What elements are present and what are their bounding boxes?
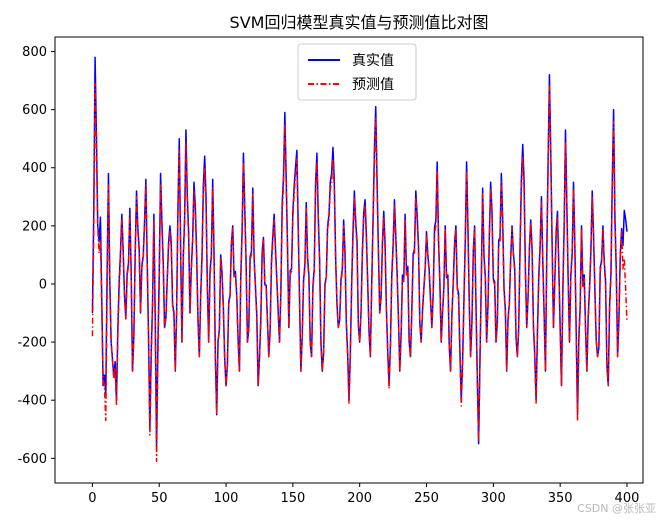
chart-title: SVM回归模型真实值与预测值比对图 xyxy=(230,13,489,32)
legend-box xyxy=(297,43,417,101)
y-tick-label: -200 xyxy=(17,336,47,351)
legend-label-pred: 预测值 xyxy=(352,77,394,93)
y-axis: -600 -400 -200 0 200 400 600 800 xyxy=(17,45,55,467)
x-axis: 0 50 100 150 200 250 300 350 400 xyxy=(88,483,639,506)
x-tick-label: 200 xyxy=(347,491,372,506)
y-tick-label: 0 xyxy=(39,277,47,292)
plot-frame xyxy=(54,36,644,484)
series-layer xyxy=(91,56,628,462)
x-tick-label: 100 xyxy=(214,491,239,506)
y-tick-label: 400 xyxy=(22,161,47,176)
watermark: CSDN @张张亚 xyxy=(577,502,656,515)
series-line-pred xyxy=(91,82,628,462)
y-tick-label: 200 xyxy=(22,219,47,234)
x-tick-label: 400 xyxy=(615,491,640,506)
legend-label-true: 真实值 xyxy=(352,53,394,69)
x-tick-label: 50 xyxy=(151,491,168,506)
x-tick-label: 150 xyxy=(280,491,305,506)
y-tick-label: -400 xyxy=(17,394,47,409)
y-tick-label: 600 xyxy=(22,103,47,118)
legend: 真实值 预测值 xyxy=(297,43,417,101)
x-tick-label: 0 xyxy=(88,491,96,506)
y-tick-label: -600 xyxy=(17,452,47,467)
x-tick-label: 250 xyxy=(414,491,439,506)
x-tick-label: 300 xyxy=(481,491,506,506)
y-tick-label: 800 xyxy=(22,45,47,60)
x-tick-label: 350 xyxy=(548,491,573,506)
